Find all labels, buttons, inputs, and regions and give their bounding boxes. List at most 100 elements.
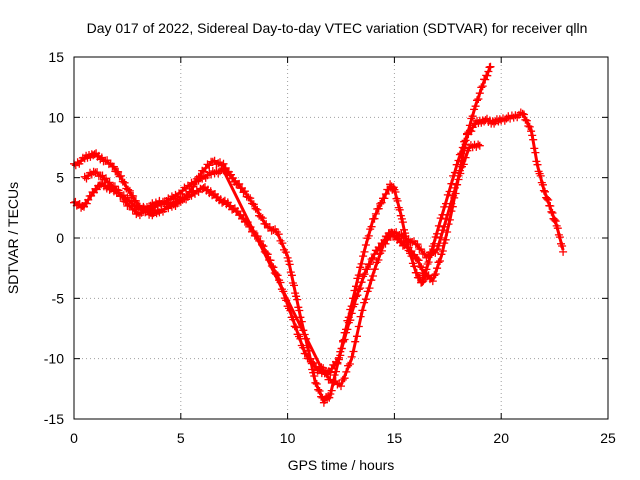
data-point bbox=[374, 256, 383, 264]
data-point bbox=[370, 214, 379, 223]
data-point bbox=[148, 199, 157, 208]
data-point bbox=[551, 217, 560, 226]
data-point bbox=[333, 380, 342, 389]
data-point bbox=[431, 248, 440, 257]
data-point bbox=[360, 270, 369, 279]
data-point bbox=[235, 179, 244, 188]
data-point bbox=[433, 245, 442, 254]
data-point bbox=[109, 162, 118, 171]
data-point bbox=[240, 187, 249, 196]
data-point bbox=[423, 260, 432, 268]
y-tick-label: 0 bbox=[56, 230, 64, 246]
data-point bbox=[358, 306, 367, 315]
data-point bbox=[105, 178, 114, 187]
data-point bbox=[452, 160, 461, 169]
data-point bbox=[251, 204, 260, 213]
x-tick-label: 15 bbox=[387, 430, 403, 446]
data-point bbox=[443, 228, 452, 236]
data-point bbox=[311, 378, 320, 387]
data-point bbox=[429, 247, 438, 256]
data-point bbox=[120, 178, 129, 187]
data-point bbox=[333, 358, 342, 367]
data-point bbox=[292, 323, 301, 332]
data-point bbox=[417, 245, 426, 254]
data-point bbox=[153, 202, 162, 211]
data-point bbox=[438, 226, 447, 235]
data-point bbox=[555, 233, 564, 242]
data-point bbox=[246, 194, 255, 203]
data-point bbox=[531, 148, 540, 157]
data-point bbox=[477, 83, 486, 92]
data-point bbox=[464, 128, 473, 137]
data-point bbox=[244, 193, 253, 202]
data-point bbox=[447, 199, 456, 208]
data-point bbox=[408, 238, 417, 246]
data-point bbox=[416, 262, 424, 270]
data-point bbox=[287, 271, 296, 280]
data-point bbox=[315, 362, 324, 371]
data-point bbox=[129, 192, 138, 200]
data-point bbox=[274, 230, 283, 239]
data-point bbox=[543, 194, 552, 203]
data-point bbox=[376, 199, 385, 208]
data-point bbox=[117, 171, 125, 180]
data-point bbox=[336, 351, 345, 360]
data-point bbox=[361, 295, 370, 304]
data-point bbox=[330, 371, 339, 379]
data-point bbox=[374, 204, 383, 213]
data-point bbox=[359, 252, 368, 261]
data-point bbox=[212, 160, 221, 169]
data-point bbox=[326, 390, 335, 398]
data-point bbox=[395, 205, 404, 214]
data-point bbox=[205, 161, 214, 170]
data-point bbox=[295, 306, 304, 315]
data-point bbox=[356, 312, 365, 321]
ticks: 0 5 10 15 20 25 -15 -10 -5 0 5 10 15 bbox=[44, 49, 616, 446]
data-point bbox=[465, 121, 474, 130]
data-point bbox=[367, 222, 376, 231]
data-point bbox=[365, 284, 374, 293]
data-point bbox=[445, 187, 454, 196]
data-point bbox=[430, 239, 439, 248]
data-point bbox=[357, 259, 366, 268]
data-point bbox=[310, 372, 319, 380]
data-point bbox=[118, 192, 127, 201]
data-point bbox=[541, 187, 549, 196]
y-tick-label: -5 bbox=[52, 290, 65, 306]
data-point bbox=[399, 233, 408, 242]
data-point bbox=[544, 196, 553, 204]
data-point bbox=[114, 186, 123, 195]
data-point bbox=[474, 95, 483, 103]
data-point bbox=[199, 172, 208, 180]
data-point bbox=[347, 352, 356, 361]
data-point bbox=[159, 197, 167, 206]
data-point bbox=[547, 207, 556, 216]
data-point bbox=[217, 165, 226, 173]
data-point bbox=[281, 248, 290, 257]
data-point bbox=[285, 260, 294, 269]
data-point bbox=[299, 343, 308, 352]
data-point bbox=[434, 221, 443, 230]
data-point bbox=[239, 188, 248, 197]
data-point bbox=[474, 140, 483, 149]
data-point bbox=[366, 259, 375, 268]
data-point bbox=[242, 192, 251, 201]
data-point bbox=[356, 263, 365, 272]
chart-title: Day 017 of 2022, Sidereal Day-to-day VTE… bbox=[87, 20, 588, 36]
data-point bbox=[530, 144, 539, 153]
data-point bbox=[442, 215, 450, 223]
data-point bbox=[356, 284, 365, 293]
data-point bbox=[327, 386, 336, 395]
data-point bbox=[367, 276, 376, 285]
data-point bbox=[553, 224, 562, 233]
data-point bbox=[314, 385, 323, 394]
data-point bbox=[354, 271, 363, 280]
data-point bbox=[114, 167, 123, 176]
data-point bbox=[293, 295, 302, 304]
data-point bbox=[354, 285, 363, 294]
x-tick-label: 20 bbox=[493, 430, 509, 446]
x-tick-label: 10 bbox=[280, 430, 296, 446]
x-tick-label: 0 bbox=[70, 430, 78, 446]
data-point bbox=[461, 153, 470, 162]
